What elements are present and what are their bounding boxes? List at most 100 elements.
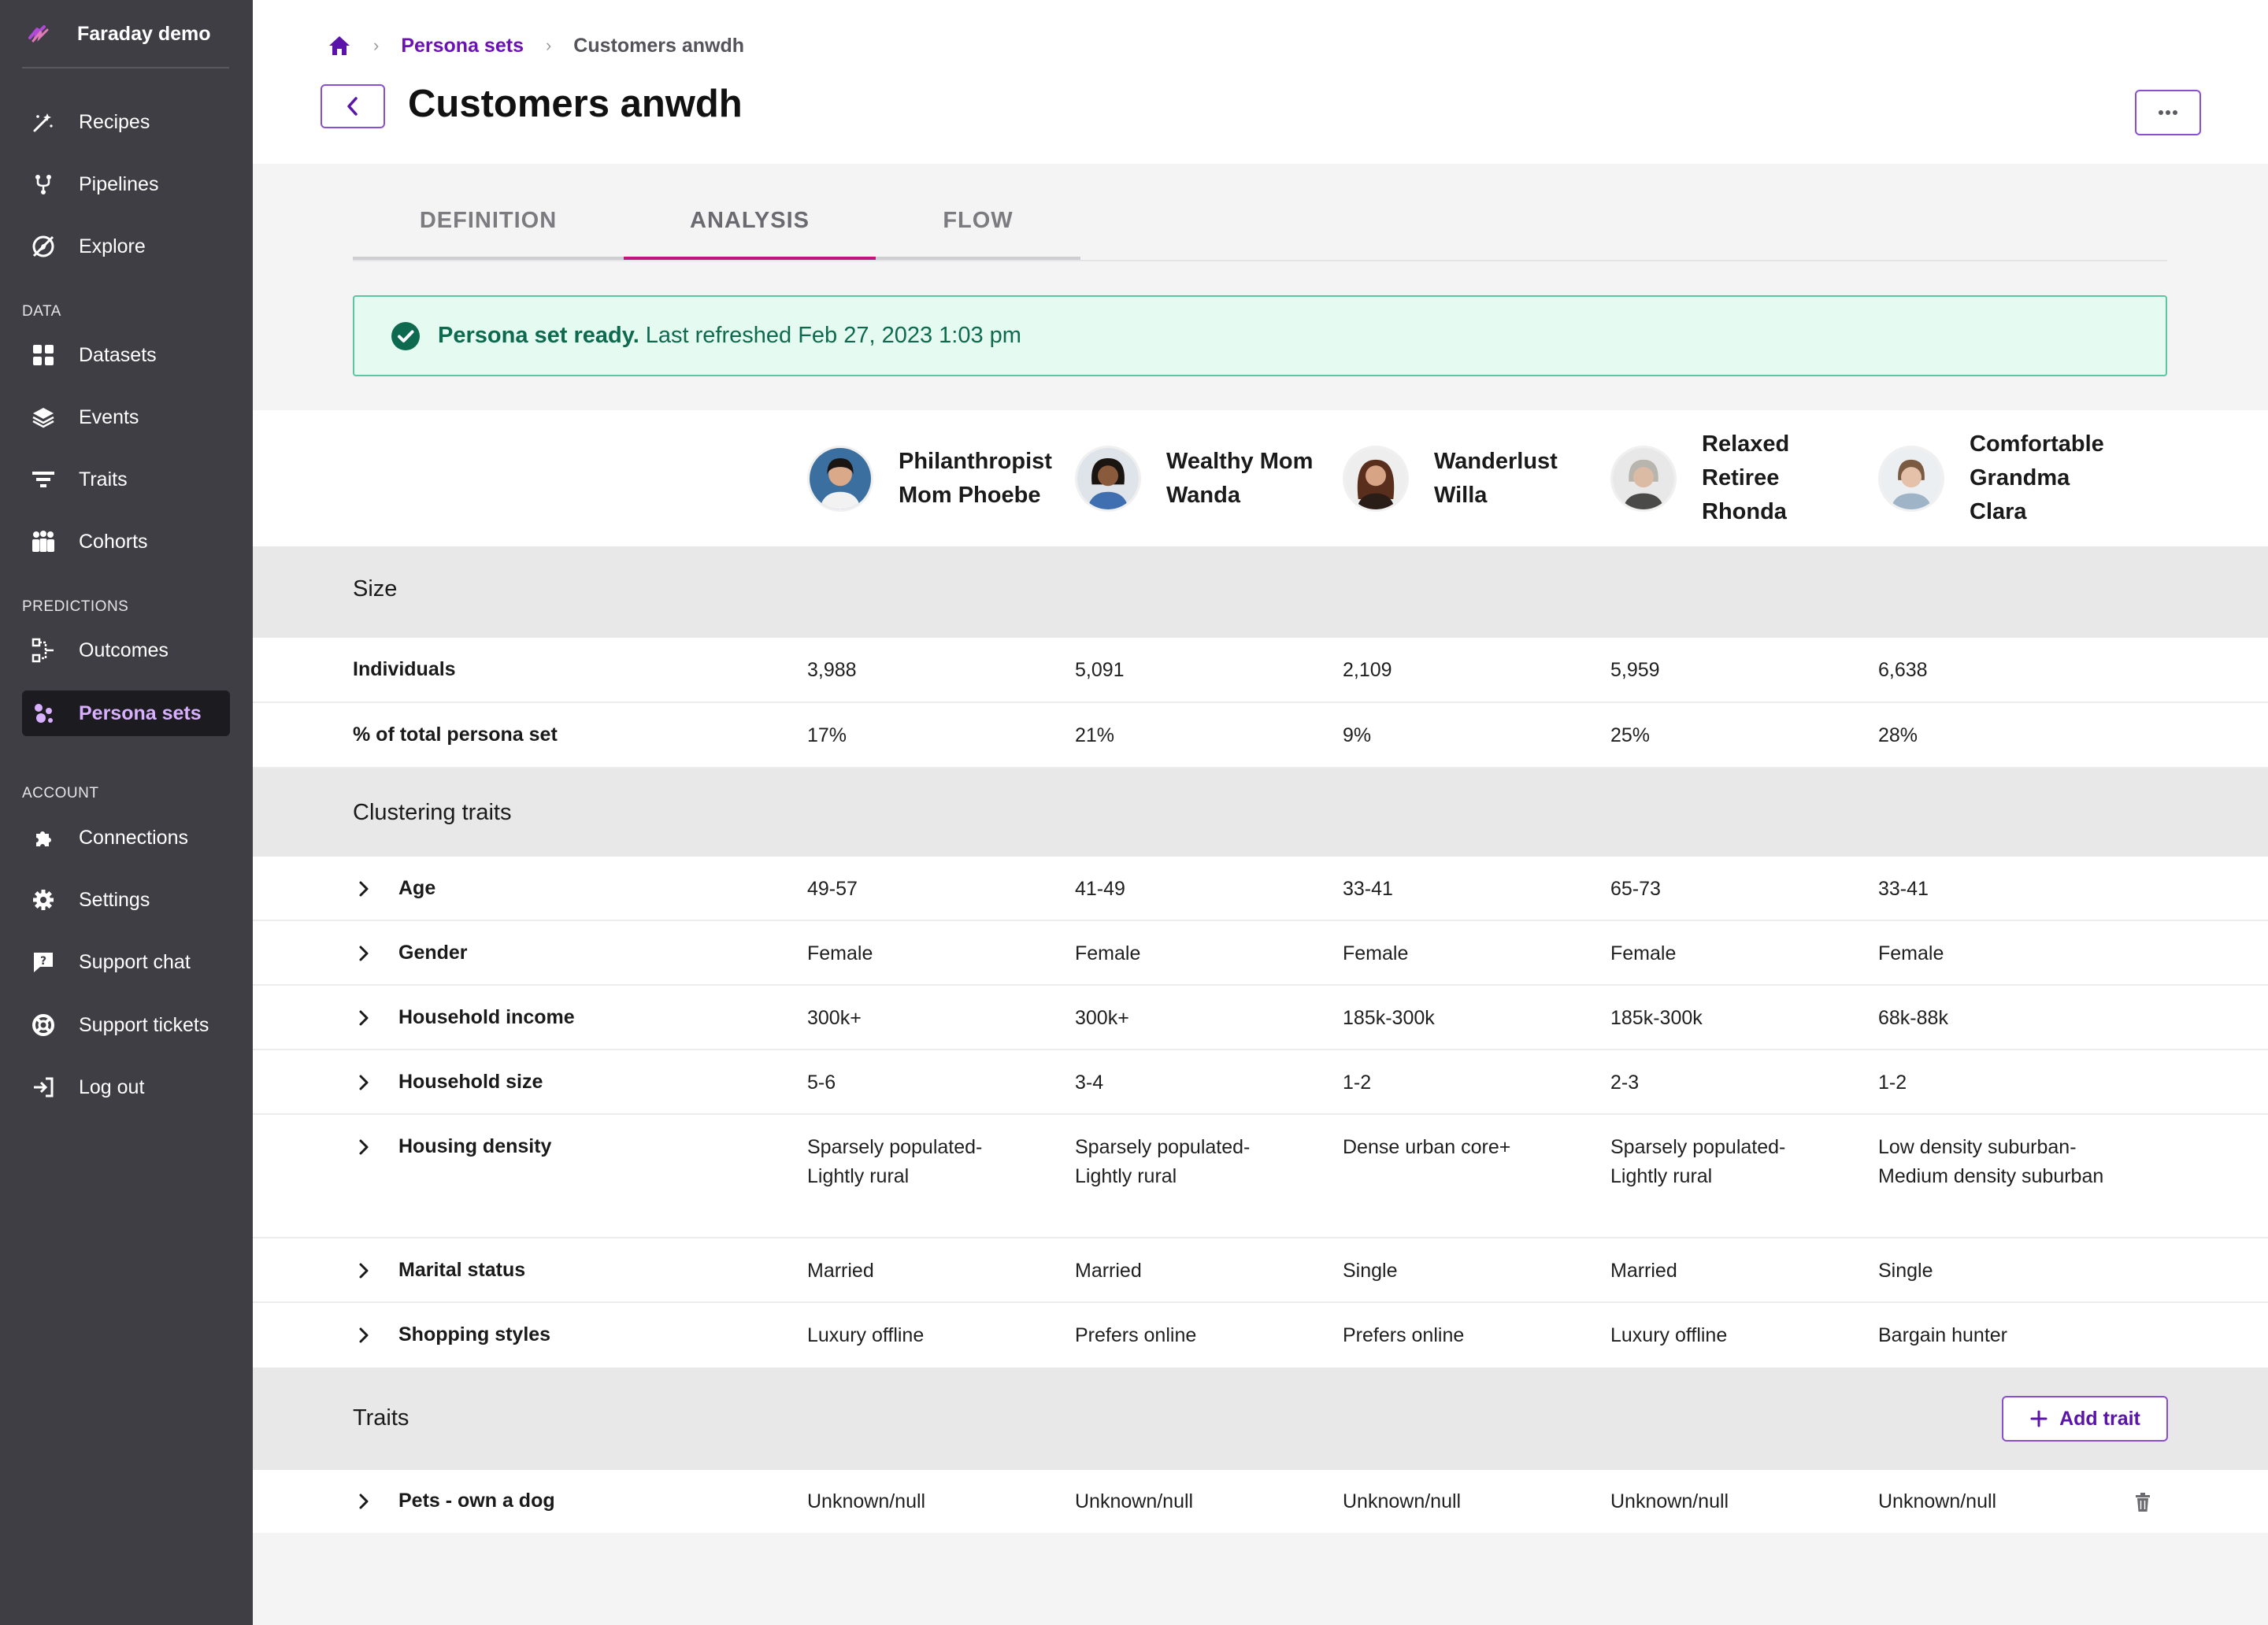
table-row[interactable]: Age 49-57 41-49 33-41 65-73 33-41 bbox=[253, 857, 2268, 921]
persona-name: Philanthropist Mom Phoebe bbox=[899, 448, 1052, 508]
trash-icon[interactable] bbox=[2133, 1492, 2152, 1512]
compass-icon bbox=[30, 233, 57, 260]
sidebar-item-cohorts[interactable]: Cohorts bbox=[22, 519, 230, 564]
table-cell: Sparsely populated-Lightly rural bbox=[1610, 1136, 1786, 1187]
add-trait-button[interactable]: Add trait bbox=[2002, 1396, 2168, 1442]
table-row[interactable]: Gender Female Female Female Female Femal… bbox=[253, 921, 2268, 986]
workspace-switcher[interactable]: Faraday demo bbox=[22, 14, 211, 54]
chevron-right-icon[interactable] bbox=[355, 1138, 372, 1156]
plus-icon bbox=[2030, 1410, 2048, 1427]
sidebar-item-persona-sets[interactable]: Persona sets bbox=[22, 690, 230, 736]
table-row[interactable]: Shopping styles Luxury offline Prefers o… bbox=[253, 1303, 2268, 1368]
row-label: Marital status bbox=[398, 1259, 526, 1281]
chevron-right-icon[interactable] bbox=[355, 1493, 372, 1510]
table-cell: Sparsely populated-Lightly rural bbox=[1075, 1136, 1251, 1187]
table-cell: Female bbox=[1075, 942, 1141, 964]
table-cell: Luxury offline bbox=[807, 1324, 925, 1346]
home-icon[interactable] bbox=[328, 35, 351, 57]
sidebar-item-log-out[interactable]: Log out bbox=[22, 1064, 230, 1110]
persona-column-header: Relaxed Retiree Rhonda bbox=[1610, 410, 1863, 546]
sidebar-item-support-chat[interactable]: ? Support chat bbox=[22, 939, 230, 985]
page-title: Customers anwdh bbox=[408, 83, 743, 125]
filter-icon bbox=[30, 466, 57, 493]
table-cell: Unknown/null bbox=[1610, 1490, 1729, 1512]
sidebar-item-outcomes[interactable]: Outcomes bbox=[22, 627, 230, 673]
sidebar-item-pipelines[interactable]: Pipelines bbox=[22, 161, 230, 207]
tab-analysis[interactable]: ANALYSIS bbox=[624, 197, 876, 261]
status-detail: Last refreshed Feb 27, 2023 1:03 pm bbox=[645, 323, 1021, 348]
check-circle-icon bbox=[391, 321, 420, 350]
sidebar-item-events[interactable]: Events bbox=[22, 394, 230, 440]
table-cell: 300k+ bbox=[807, 1007, 862, 1029]
sidebar-item-recipes[interactable]: Recipes bbox=[22, 99, 230, 145]
section-header-size: Size bbox=[253, 546, 2268, 638]
table-cell: 25% bbox=[1610, 724, 1651, 746]
back-button[interactable] bbox=[321, 84, 385, 128]
table-cell: 1-2 bbox=[1878, 1072, 1907, 1094]
faraday-logo-icon bbox=[28, 25, 49, 43]
sidebar-item-label: Support tickets bbox=[79, 1013, 209, 1036]
sidebar-item-traits[interactable]: Traits bbox=[22, 457, 230, 502]
table-cell: 33-41 bbox=[1878, 878, 1929, 900]
table-cell: 5-6 bbox=[807, 1072, 836, 1094]
chevron-right-icon[interactable] bbox=[355, 1074, 372, 1091]
status-banner: Persona set ready. Last refreshed Feb 27… bbox=[353, 295, 2167, 376]
table-cell: Sparsely populated-Lightly rural bbox=[807, 1136, 983, 1187]
table-cell: 185k-300k bbox=[1343, 1007, 1435, 1029]
people-icon bbox=[30, 528, 57, 555]
table-cell: Bargain hunter bbox=[1878, 1324, 2008, 1346]
chat-icon: ? bbox=[30, 949, 57, 975]
persona-name: Relaxed Retiree Rhonda bbox=[1702, 431, 1790, 524]
ellipsis-icon bbox=[2159, 110, 2177, 115]
table-cell: Unknown/null bbox=[807, 1490, 926, 1512]
table-cell: Female bbox=[1343, 942, 1409, 964]
table-cell: 5,959 bbox=[1610, 659, 1660, 681]
row-label: Pets - own a dog bbox=[398, 1490, 555, 1512]
persona-analysis-table: Philanthropist Mom Phoebe Wealthy Mom Wa… bbox=[253, 410, 2268, 1625]
table-cell: Female bbox=[1610, 942, 1677, 964]
table-row[interactable]: Household income 300k+ 300k+ 185k-300k 1… bbox=[253, 986, 2268, 1050]
nav-section-predictions: PREDICTIONS bbox=[22, 598, 129, 615]
table-cell: 9% bbox=[1343, 724, 1372, 746]
table-row[interactable]: Marital status Married Married Single Ma… bbox=[253, 1238, 2268, 1303]
sidebar: Faraday demo Recipes Pipelines Explore D… bbox=[0, 0, 253, 1625]
chevron-right-icon[interactable] bbox=[355, 1009, 372, 1027]
table-cell: 28% bbox=[1878, 724, 1918, 746]
breadcrumb-persona-sets[interactable]: Persona sets bbox=[401, 34, 524, 57]
sidebar-item-connections[interactable]: Connections bbox=[22, 815, 230, 861]
avatar bbox=[1878, 445, 1944, 512]
table-row[interactable]: Housing density Sparsely populated-Light… bbox=[253, 1115, 2268, 1238]
sidebar-item-label: Connections bbox=[79, 826, 188, 849]
chevron-right-icon[interactable] bbox=[355, 1262, 372, 1279]
table-cell: 49-57 bbox=[807, 878, 858, 900]
chevron-right-icon[interactable] bbox=[355, 945, 372, 962]
more-actions-button[interactable] bbox=[2135, 90, 2201, 135]
table-cell: Female bbox=[1878, 942, 1944, 964]
table-cell: 3,988 bbox=[807, 659, 857, 681]
sidebar-item-label: Traits bbox=[79, 468, 128, 490]
table-cell: 6,638 bbox=[1878, 659, 1928, 681]
table-cell: 2,109 bbox=[1343, 659, 1392, 681]
workspace-name: Faraday demo bbox=[77, 22, 211, 45]
row-label: Shopping styles bbox=[398, 1323, 551, 1346]
table-cell: Prefers online bbox=[1075, 1324, 1197, 1346]
table-row[interactable]: Pets - own a dog Unknown/null Unknown/nu… bbox=[253, 1470, 2268, 1533]
breadcrumb-separator: › bbox=[545, 35, 552, 55]
sidebar-item-explore[interactable]: Explore bbox=[22, 224, 230, 269]
sidebar-item-support-tickets[interactable]: Support tickets bbox=[22, 1002, 230, 1048]
chevron-right-icon[interactable] bbox=[355, 880, 372, 898]
chevron-right-icon[interactable] bbox=[355, 1327, 372, 1344]
nav-section-data: DATA bbox=[22, 303, 61, 320]
table-row[interactable]: Household size 5-6 3-4 1-2 2-3 1-2 bbox=[253, 1050, 2268, 1115]
logout-icon bbox=[30, 1074, 57, 1101]
sidebar-item-datasets[interactable]: Datasets bbox=[22, 332, 230, 378]
tab-flow[interactable]: FLOW bbox=[876, 197, 1080, 261]
table-cell: 68k-88k bbox=[1878, 1007, 1948, 1029]
row-label: Gender bbox=[398, 942, 468, 964]
table-cell: 2-3 bbox=[1610, 1072, 1640, 1094]
table-cell: 65-73 bbox=[1610, 878, 1661, 900]
sidebar-item-settings[interactable]: Settings bbox=[22, 877, 230, 923]
row-label: Housing density bbox=[398, 1135, 552, 1157]
persona-name: Comfortable Grandma Clara bbox=[1970, 431, 2104, 524]
tab-definition[interactable]: DEFINITION bbox=[353, 197, 624, 261]
